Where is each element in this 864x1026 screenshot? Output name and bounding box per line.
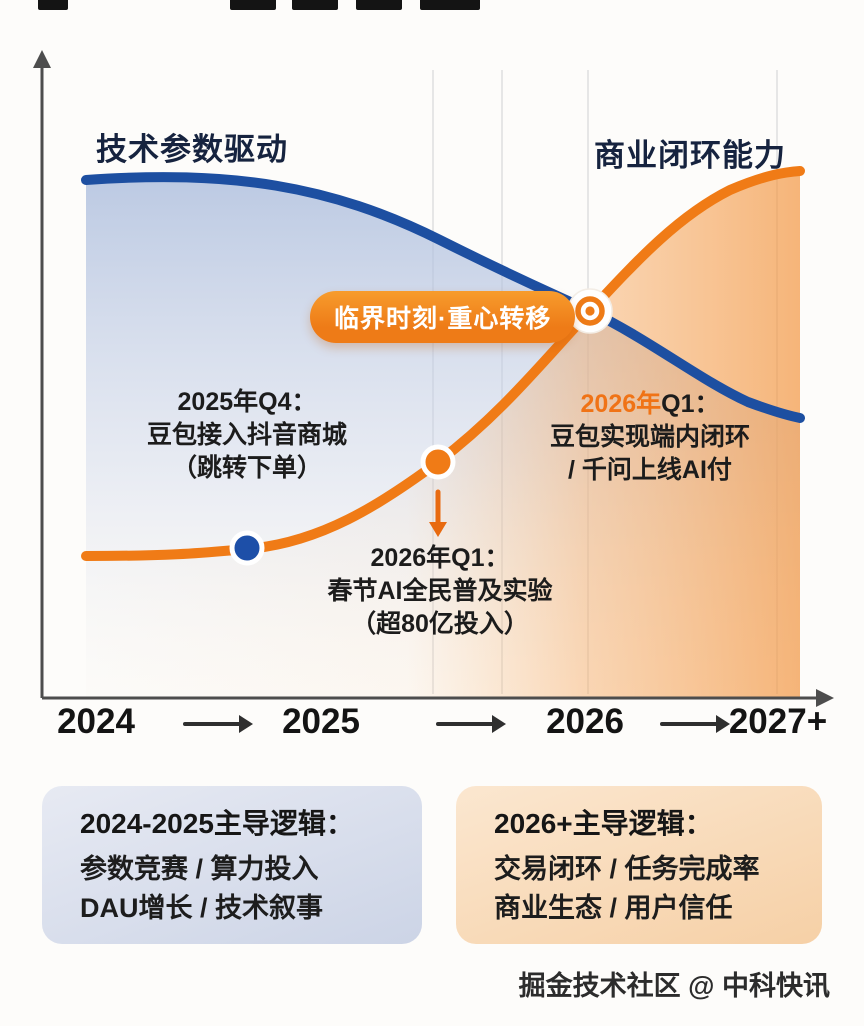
annotation-quarter: Q1： — [661, 390, 720, 418]
annotation-line: （跳转下单） — [171, 454, 323, 482]
blue-curve-label: 技术参数驱动 — [96, 132, 288, 167]
annotation-year-highlight: 2026年 — [580, 390, 662, 418]
clipped-top-title — [0, 0, 864, 12]
clipped-glyph — [230, 0, 276, 10]
orange-curve-label: 商业闭环能力 — [594, 138, 786, 173]
crossover-chart — [33, 50, 834, 707]
card-line: 参数竞赛 / 算力投入 — [80, 853, 319, 884]
card-line: 商业生态 / 用户信任 — [494, 893, 733, 923]
axes — [40, 62, 822, 700]
crossover-annotation: 2026年Q1： 豆包实现端内闭环 / 千问上线AI付 — [550, 388, 750, 487]
blue-dot-annotation: 2025年Q4： 豆包接入抖音商城 （跳转下单） — [147, 386, 347, 485]
orange-area-fill — [86, 171, 800, 698]
clipped-glyph — [292, 0, 338, 10]
watermark: 掘金技术社区 @ 中科快讯 — [518, 971, 830, 1001]
x-axis-arrowhead — [816, 689, 834, 707]
annotation-line: 豆包接入抖音商城 — [146, 421, 348, 449]
annotation-line: 春节AI全民普及实验 — [327, 577, 553, 605]
clipped-glyph — [420, 0, 480, 10]
annotation-line: （超80亿投入） — [351, 610, 529, 638]
annotation-line: 2026年Q1： — [550, 388, 750, 421]
x-tick-2025: 2025 — [282, 702, 360, 741]
card-2026-plus-logic: 2026+主导逻辑： 交易闭环 / 任务完成率 商业生态 / 用户信任 — [456, 786, 822, 944]
x-tick-2027: 2027+ — [728, 702, 828, 741]
x-tick-2026: 2026 — [546, 702, 624, 741]
card-2024-2025-logic: 2024-2025主导逻辑： 参数竞赛 / 算力投入 DAU增长 / 技术叙事 — [42, 786, 422, 944]
annotation-line: 豆包实现端内闭环 — [549, 423, 751, 451]
orange-event-dot — [420, 444, 456, 480]
orange-dot-annotation: 2026年Q1： 春节AI全民普及实验 （超80亿投入） — [327, 542, 552, 641]
crossover-badge: 临界时刻·重心转移 — [310, 291, 576, 343]
annotation-line: 2025年Q4： — [177, 388, 317, 416]
card-title: 2024-2025主导逻辑： — [80, 807, 354, 839]
y-axis-arrowhead — [33, 50, 51, 68]
x-axis-arrow-icon — [436, 715, 506, 733]
down-arrow-icon — [429, 489, 447, 537]
blue-event-dot — [229, 530, 265, 566]
card-line: DAU增长 / 技术叙事 — [80, 893, 323, 923]
crossover-bullseye-icon — [567, 288, 613, 334]
card-title: 2026+主导逻辑： — [494, 807, 713, 839]
annotation-line: / 千问上线AI付 — [568, 456, 732, 484]
x-axis-arrow-icon — [660, 715, 730, 733]
annotation-line: 2026年Q1： — [370, 544, 510, 572]
clipped-glyph — [38, 0, 68, 10]
clipped-glyph — [356, 0, 402, 10]
x-axis-arrow-icon — [183, 715, 253, 733]
card-line: 交易闭环 / 任务完成率 — [494, 853, 760, 884]
x-tick-2024: 2024 — [57, 702, 135, 741]
